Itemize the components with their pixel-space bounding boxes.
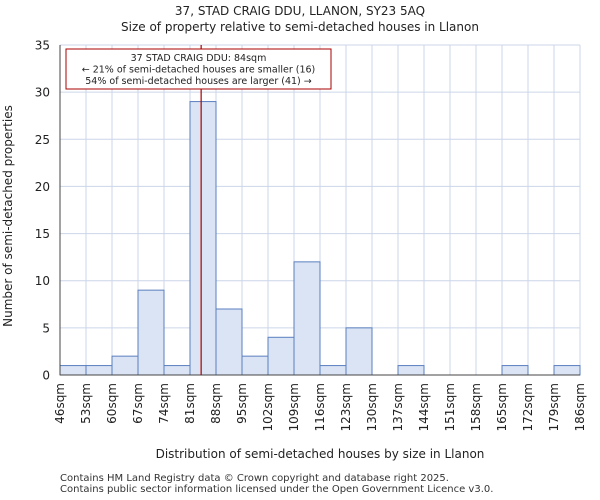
- footer-line-1: Contains HM Land Registry data © Crown c…: [60, 473, 449, 484]
- x-tick-label: 116sqm: [313, 383, 327, 431]
- histogram-bar: [501, 365, 529, 376]
- x-tick-label: 46sqm: [53, 383, 67, 424]
- histogram-bar: [189, 101, 217, 376]
- x-tick-label: 165sqm: [495, 383, 509, 431]
- x-tick-label: 102sqm: [261, 383, 275, 431]
- footer-line-2: Contains public sector information licen…: [60, 484, 494, 495]
- histogram-bar: [215, 308, 243, 376]
- y-tick-label: 30: [35, 86, 50, 100]
- histogram-bar: [267, 336, 295, 376]
- y-tick-label: 15: [35, 227, 50, 241]
- y-tick-label: 5: [42, 321, 50, 335]
- histogram-bar: [85, 365, 113, 376]
- x-tick-label: 53sqm: [79, 383, 93, 424]
- y-tick-label: 10: [35, 274, 50, 288]
- y-axis-label: Number of semi-detached properties: [1, 105, 15, 327]
- histogram-bar: [59, 365, 87, 376]
- histogram-bar: [293, 261, 321, 376]
- x-tick-label: 144sqm: [417, 383, 431, 431]
- x-tick-label: 179sqm: [547, 383, 561, 431]
- chart-title: 37, STAD CRAIG DDU, LLANON, SY23 5AQ: [175, 4, 425, 18]
- histogram-bar: [163, 365, 191, 376]
- annotation-box: [65, 48, 332, 90]
- x-tick-label: 158sqm: [469, 383, 483, 431]
- histogram-bar: [345, 327, 373, 376]
- x-tick-label: 151sqm: [443, 383, 457, 431]
- x-tick-label: 67sqm: [131, 383, 145, 424]
- histogram-bar: [241, 355, 269, 376]
- y-tick-label: 0: [42, 369, 50, 383]
- x-tick-label: 172sqm: [521, 383, 535, 431]
- histogram-bar: [319, 365, 347, 376]
- x-tick-label: 123sqm: [339, 383, 353, 431]
- histogram-bar: [137, 289, 165, 376]
- y-tick-label: 35: [35, 39, 50, 53]
- x-tick-label: 81sqm: [183, 383, 197, 424]
- histogram-bar: [553, 365, 581, 376]
- annotation-line-2: ← 21% of semi-detached houses are smalle…: [82, 65, 316, 76]
- histogram-chart: 37, STAD CRAIG DDU, LLANON, SY23 5AQ Siz…: [1, 4, 587, 461]
- x-tick-label: 186sqm: [573, 383, 587, 431]
- x-tick-label: 130sqm: [365, 383, 379, 431]
- histogram-bar: [111, 355, 139, 376]
- y-tick-label: 25: [35, 133, 50, 147]
- x-tick-label: 88sqm: [209, 383, 223, 424]
- x-axis-label: Distribution of semi-detached houses by …: [156, 447, 485, 461]
- x-tick-label: 109sqm: [287, 383, 301, 431]
- y-tick-label: 20: [35, 180, 50, 194]
- footer: Contains HM Land Registry data © Crown c…: [60, 473, 493, 495]
- chart-subtitle: Size of property relative to semi-detach…: [121, 20, 479, 34]
- x-tick-label: 74sqm: [157, 383, 171, 424]
- x-tick-label: 137sqm: [391, 383, 405, 431]
- x-tick-label: 60sqm: [105, 383, 119, 424]
- annotation-line-3: 54% of semi-detached houses are larger (…: [85, 76, 312, 87]
- annotation-line-1: 37 STAD CRAIG DDU: 84sqm: [131, 53, 267, 64]
- histogram-bar: [397, 365, 425, 376]
- x-tick-label: 95sqm: [235, 383, 249, 424]
